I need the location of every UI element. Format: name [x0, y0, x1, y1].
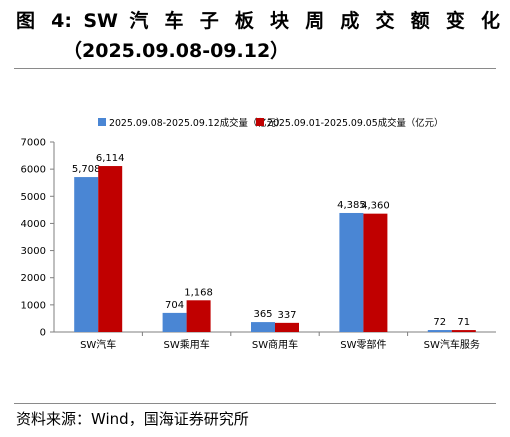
- y-tick-label: 2000: [21, 273, 46, 284]
- top-divider: [14, 68, 496, 69]
- data-label: 4,385: [337, 200, 366, 211]
- bar-series-2: [451, 330, 476, 332]
- data-label: 5,708: [72, 164, 101, 175]
- category-label: SW乘用车: [163, 338, 209, 351]
- y-tick-label: 7000: [21, 138, 46, 149]
- category-label: SW汽车服务: [424, 338, 480, 351]
- bar-series-1: [339, 212, 364, 332]
- y-tick-label: 5000: [21, 192, 46, 203]
- data-label: 365: [253, 309, 272, 320]
- bar-series-1: [74, 177, 99, 332]
- bar-series-2: [186, 300, 211, 332]
- legend-label: 2025.09.01-2025.09.05成交量（亿元）: [267, 117, 443, 129]
- y-tick-label: 0: [40, 328, 46, 339]
- bar-series-1: [427, 330, 452, 332]
- bar-series-2: [98, 166, 123, 332]
- bar-series-1: [162, 312, 187, 332]
- category-label: SW商用车: [252, 338, 298, 351]
- data-label: 337: [277, 310, 296, 321]
- category-label: SW汽车: [80, 338, 116, 351]
- data-label: 72: [433, 317, 446, 328]
- bar-series-2: [275, 322, 299, 332]
- figure-subtitle: （2025.09.08-09.12）: [63, 40, 290, 62]
- category-label: SW零部件: [340, 338, 386, 351]
- figure-title: 图 4: SW 汽 车 子 板 块 周 成 交 额 变 化: [16, 10, 500, 32]
- bar-series-1: [251, 322, 275, 332]
- y-tick-label: 1000: [21, 300, 46, 311]
- y-tick-label: 3000: [21, 246, 46, 257]
- data-label: 71: [457, 317, 470, 328]
- source-note: 资料来源：Wind，国海证券研究所: [16, 410, 249, 428]
- bottom-divider: [14, 403, 496, 404]
- data-label: 6,114: [96, 153, 125, 164]
- legend-swatch: [98, 118, 106, 126]
- y-tick-label: 6000: [21, 165, 46, 176]
- data-label: 1,168: [184, 287, 213, 298]
- legend-swatch: [256, 118, 264, 126]
- legend-label: 2025.09.08-2025.09.12成交量（亿元）: [109, 117, 285, 129]
- data-label: 4,360: [361, 201, 390, 212]
- bar-series-2: [363, 213, 388, 332]
- y-tick-label: 4000: [21, 219, 46, 230]
- data-label: 704: [165, 300, 184, 311]
